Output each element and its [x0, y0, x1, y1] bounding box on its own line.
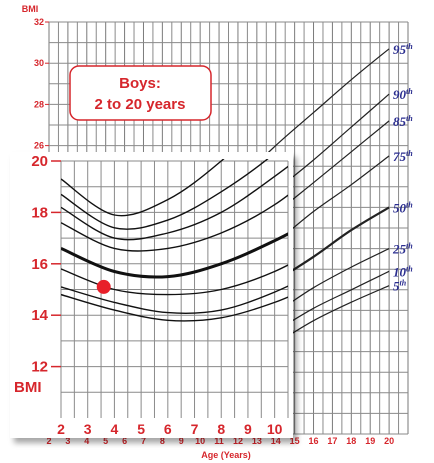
- inset-curve-10th: [61, 285, 288, 314]
- bg-x-tick-label: 10: [195, 436, 205, 446]
- percentile-label: 50th: [393, 200, 413, 215]
- bg-y-tick-label: 26: [34, 141, 44, 151]
- bg-x-tick-label: 16: [309, 436, 319, 446]
- inset-x-tick-label: 2: [57, 421, 65, 437]
- bg-x-tick-label: 12: [233, 436, 243, 446]
- bg-y-tick-label: 28: [34, 99, 44, 109]
- highlighted-data-point: [96, 279, 111, 294]
- bg-x-tick-label: 2: [46, 436, 51, 446]
- inset-x-tick-label: 9: [244, 421, 252, 437]
- bg-x-tick-label: 5: [103, 436, 108, 446]
- inset-curve-85th: [61, 165, 288, 241]
- inset-x-ticks: 2 3 4 5 6 7 8 9 10: [57, 421, 283, 437]
- inset-x-tick-label: 3: [84, 421, 92, 437]
- bg-x-tick-label: 9: [179, 436, 184, 446]
- child-bmi-point: [96, 279, 111, 294]
- percentile-label: 85th: [393, 114, 413, 129]
- bg-x-tick-label: 13: [252, 436, 262, 446]
- percentile-label: 10th: [393, 264, 413, 279]
- background-x-ticks: 2 3 4 5 6 7 8 9 10 11 12 13 14 15 16 17 18 19 20: [46, 436, 394, 446]
- bg-x-tick-label: 11: [214, 436, 224, 446]
- inset-x-tick-label: 7: [191, 421, 199, 437]
- bg-x-tick-label: 19: [365, 436, 375, 446]
- bg-x-tick-label: 3: [65, 436, 70, 446]
- inset-y-tick-label: 20: [31, 153, 48, 170]
- inset-y-tick-label: 18: [31, 204, 48, 221]
- bg-x-tick-label: 18: [346, 436, 356, 446]
- bmi-axis-label-small: BMI: [22, 4, 39, 14]
- x-axis-label: Age (Years): [201, 450, 251, 460]
- inset-x-tick-label: 6: [164, 421, 172, 437]
- bg-x-tick-label: 20: [384, 436, 394, 446]
- bg-x-tick-label: 7: [141, 436, 146, 446]
- inset-curve-5th: [61, 293, 288, 322]
- inset-curve-75th: [61, 194, 288, 252]
- inset-y-tick-label: 16: [31, 256, 48, 273]
- bg-x-tick-label: 6: [122, 436, 127, 446]
- title-box: Boys: 2 to 20 years: [69, 65, 212, 121]
- inset-x-tick-label: 8: [217, 421, 225, 437]
- inset-curve-50th: [61, 232, 288, 279]
- inset-y-tick-label: 14: [31, 307, 48, 324]
- inset-x-tick-label: 10: [267, 421, 283, 437]
- bg-y-tick-label: 30: [34, 58, 44, 68]
- inset-y-ticks: 12 14 16 18 20: [31, 153, 61, 376]
- inset-curve-95th: [61, 159, 225, 217]
- inset-zoom-chart: 12 14 16 18 20 2 3 4 5 6 7 8 9 10 BMI: [10, 152, 293, 438]
- inset-x-tick-label: 4: [111, 421, 119, 437]
- bg-y-tick-label: 32: [34, 17, 44, 27]
- percentile-label: 90th: [393, 87, 413, 102]
- inset-x-tick-label: 5: [137, 421, 145, 437]
- bg-x-tick-label: 4: [84, 436, 89, 446]
- percentile-label: 95th: [393, 42, 413, 57]
- title-line-2: 2 to 20 years: [95, 96, 186, 113]
- inset-panel: [10, 152, 293, 438]
- bg-x-tick-label: 17: [327, 436, 337, 446]
- bg-x-tick-label: 15: [290, 436, 300, 446]
- inset-y-tick-label: 12: [31, 359, 48, 376]
- bmi-axis-label-large: BMI: [14, 379, 42, 396]
- inset-curve-90th: [61, 159, 269, 230]
- inset-grid: [60, 160, 289, 418]
- percentile-label: 5th: [393, 279, 407, 294]
- bg-x-tick-label: 8: [160, 436, 165, 446]
- background-y-ticks: 26 28 30 32: [34, 17, 49, 151]
- bg-x-tick-label: 14: [271, 436, 281, 446]
- percentile-label: 25th: [392, 242, 413, 257]
- percentile-label: 75th: [393, 149, 413, 164]
- title-line-1: Boys:: [119, 75, 161, 92]
